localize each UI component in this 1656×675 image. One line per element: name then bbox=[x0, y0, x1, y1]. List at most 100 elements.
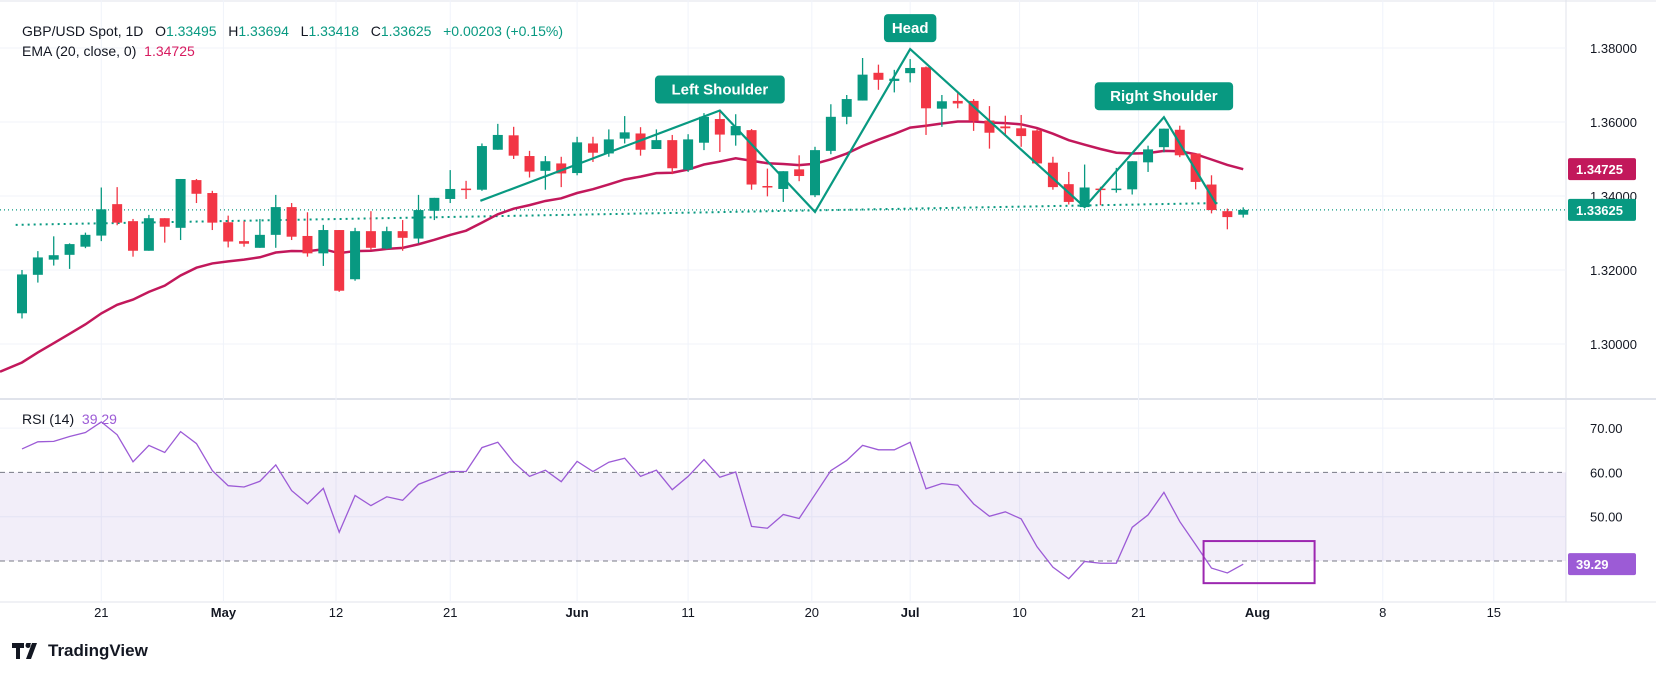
open-value: 1.33495 bbox=[165, 23, 217, 39]
tradingview-logo[interactable]: TradingView bbox=[12, 641, 148, 661]
rsi-series bbox=[21, 421, 1316, 585]
candles bbox=[17, 57, 1249, 319]
candle-down bbox=[1047, 162, 1058, 188]
time-tick-label: 8 bbox=[1379, 605, 1386, 620]
candle-up bbox=[841, 99, 852, 117]
candle-up bbox=[350, 231, 361, 280]
candle-up bbox=[143, 218, 154, 251]
candle-down bbox=[128, 221, 139, 251]
candle-down bbox=[587, 143, 598, 153]
ema-line bbox=[0, 120, 1244, 373]
pattern-label: Head bbox=[892, 20, 929, 37]
candle-up bbox=[810, 150, 820, 196]
candle-up bbox=[905, 67, 916, 74]
rsi-tick-label: 70.00 bbox=[1590, 421, 1623, 436]
last-price-badge bbox=[1568, 198, 1636, 221]
candle-up bbox=[825, 116, 836, 151]
candle-down bbox=[762, 186, 773, 188]
candle-down bbox=[556, 163, 567, 174]
candle-down bbox=[952, 100, 963, 104]
candle-up bbox=[889, 78, 900, 81]
candle-down bbox=[1000, 126, 1011, 129]
candle-down bbox=[873, 72, 884, 80]
candle-down bbox=[397, 231, 408, 238]
rsi-highlight-box bbox=[1202, 540, 1316, 585]
time-tick-label: 12 bbox=[329, 605, 343, 620]
candle-up bbox=[1238, 209, 1249, 215]
candle-down bbox=[746, 130, 757, 185]
time-tick-label: 21 bbox=[94, 605, 108, 620]
candle-up bbox=[318, 230, 329, 254]
close-label: C bbox=[370, 23, 381, 39]
candle-up bbox=[1079, 187, 1090, 208]
rsi-last-badge bbox=[1568, 553, 1636, 576]
change-value: +0.00203 (+0.15%) bbox=[443, 23, 563, 39]
legend-rsi[interactable]: RSI (14) 39.29 bbox=[22, 411, 117, 427]
candle-down bbox=[1190, 153, 1201, 182]
low-label: L bbox=[300, 23, 309, 39]
candle-down bbox=[159, 218, 170, 227]
candle-down bbox=[365, 231, 376, 248]
time-tick-label: May bbox=[211, 605, 237, 620]
candle-up bbox=[175, 178, 186, 228]
rsi-band-fill bbox=[0, 472, 1566, 561]
price-tick-label: 1.32000 bbox=[1590, 263, 1637, 278]
legend-ema[interactable]: EMA (20, close, 0) 1.34725 bbox=[22, 43, 195, 59]
candle-down bbox=[714, 119, 725, 135]
time-tick-label: 15 bbox=[1487, 605, 1501, 620]
candle-down bbox=[302, 235, 313, 254]
brand-name: TradingView bbox=[48, 641, 148, 660]
candle-up bbox=[64, 244, 75, 255]
candle-up bbox=[32, 257, 43, 275]
candle-up bbox=[698, 116, 709, 143]
candle-up bbox=[492, 134, 503, 150]
time-tick-label: 21 bbox=[443, 605, 457, 620]
pattern-label-box bbox=[1094, 82, 1234, 111]
price-tick-label: 1.36000 bbox=[1590, 115, 1637, 130]
rsi-tick-label: 60.00 bbox=[1590, 465, 1623, 480]
head-shoulders-pattern: Left Shoulder Head Right Shoulder bbox=[479, 14, 1234, 214]
candle-up bbox=[683, 139, 694, 170]
candle-up bbox=[572, 142, 583, 174]
candle-up bbox=[619, 132, 630, 139]
candle-up bbox=[540, 161, 551, 171]
candle-up bbox=[1111, 188, 1122, 191]
candle-up bbox=[603, 139, 614, 154]
candle-down bbox=[207, 193, 218, 223]
time-tick-label: 10 bbox=[1012, 605, 1026, 620]
grid bbox=[0, 0, 1656, 603]
candle-up bbox=[857, 74, 868, 101]
open-label: O bbox=[155, 23, 166, 39]
reference-lines bbox=[0, 202, 1566, 226]
candle-up bbox=[413, 210, 424, 239]
last-price-badge-label: 1.33625 bbox=[1576, 203, 1623, 218]
candle-down bbox=[461, 188, 472, 191]
candle-down bbox=[334, 230, 345, 291]
low-value: 1.33418 bbox=[308, 23, 360, 39]
time-tick-label: 21 bbox=[1131, 605, 1145, 620]
candle-up bbox=[651, 140, 662, 150]
ema-label: EMA (20, close, 0) bbox=[22, 43, 137, 59]
rsi-label: RSI (14) bbox=[22, 411, 75, 427]
candle-up bbox=[476, 146, 487, 190]
neckline bbox=[15, 202, 1220, 226]
time-tick-label: 11 bbox=[681, 605, 695, 620]
candle-up bbox=[778, 171, 789, 189]
candle-up bbox=[381, 231, 392, 249]
ema-price-badge-label: 1.34725 bbox=[1576, 162, 1623, 177]
candle-down bbox=[968, 100, 979, 121]
tradingview-logo-icon bbox=[12, 643, 37, 659]
ema-series bbox=[0, 120, 1244, 373]
candle-up bbox=[429, 197, 440, 211]
candle-down bbox=[191, 180, 202, 194]
symbol-label[interactable]: GBP/USD Spot, 1D bbox=[22, 23, 144, 39]
candle-down bbox=[223, 222, 234, 242]
legend-main: GBP/USD Spot, 1D O1.33495 H1.33694 L1.33… bbox=[22, 23, 563, 39]
candle-up bbox=[1127, 161, 1138, 190]
candle-down bbox=[239, 241, 250, 244]
pattern-line bbox=[479, 47, 1218, 214]
candle-up bbox=[936, 101, 947, 109]
pattern-label-box bbox=[883, 14, 937, 43]
close-value: 1.33625 bbox=[380, 23, 432, 39]
